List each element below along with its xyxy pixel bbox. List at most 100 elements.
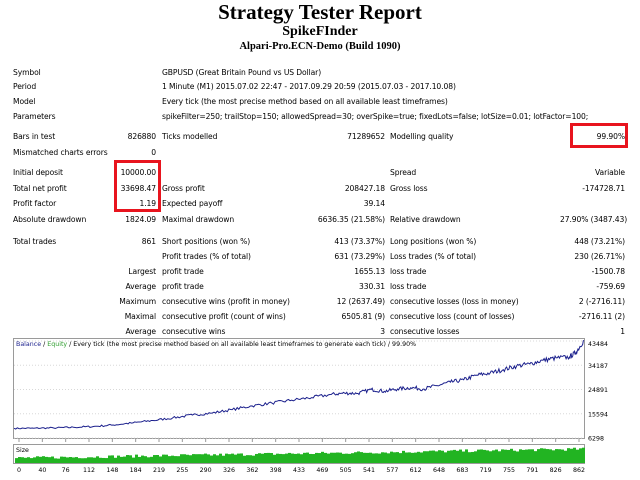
size-bar	[513, 450, 516, 463]
size-bar	[45, 456, 48, 463]
size-bar	[183, 454, 186, 463]
maximal-consecutive-profit-label: consecutive profit (count of wins)	[162, 312, 286, 321]
size-bar	[576, 449, 579, 463]
gross-loss-label: Gross loss	[390, 184, 428, 193]
size-bar	[252, 455, 255, 463]
size-bar	[165, 454, 168, 463]
size-bar	[255, 453, 258, 463]
size-bar	[39, 456, 42, 463]
size-bar	[414, 452, 417, 463]
size-bar	[159, 456, 162, 463]
largest-loss-trade-label: loss trade	[390, 267, 427, 276]
y-tick-label: 34187	[588, 363, 608, 370]
ticks-label: Ticks modelled	[162, 132, 218, 141]
size-bar	[99, 457, 102, 463]
model-value: Every tick (the most precise method base…	[162, 97, 448, 106]
size-bar	[342, 453, 345, 463]
short-positions-value: 413 (73.37%)	[334, 237, 385, 246]
size-bar	[327, 453, 330, 463]
size-bar	[246, 455, 249, 463]
size-bar	[396, 452, 399, 463]
quality-value: 99.90%	[596, 132, 625, 141]
x-tick-label: 362	[246, 467, 258, 474]
x-tick-label: 0	[17, 467, 21, 474]
size-bar	[294, 453, 297, 463]
size-bar	[267, 452, 270, 463]
size-bar	[435, 451, 438, 463]
size-bar	[129, 455, 132, 463]
size-bar	[111, 455, 114, 463]
quality-highlight	[570, 123, 628, 148]
deposit-label: Initial deposit	[13, 168, 63, 177]
profit-factor-value: 1.19	[139, 199, 156, 208]
size-bar	[534, 451, 537, 463]
size-bar	[348, 453, 351, 463]
net-profit-label: Total net profit	[13, 184, 67, 193]
ticks-value: 71289652	[347, 132, 385, 141]
size-bar	[402, 450, 405, 463]
size-bar	[273, 454, 276, 463]
size-bar	[462, 451, 465, 463]
size-bar	[567, 448, 570, 463]
profit-highlight	[114, 160, 161, 212]
avg-consecutive-wins-value: 3	[380, 327, 385, 336]
bars-label: Bars in test	[13, 132, 56, 141]
size-bar	[384, 452, 387, 463]
x-tick-label: 290	[200, 467, 212, 474]
size-bar	[87, 457, 90, 463]
size-bar	[21, 457, 24, 463]
size-bar	[321, 451, 324, 463]
gross-loss-value: -174728.71	[582, 184, 625, 193]
average-loss-trade-value: -759.69	[596, 282, 625, 291]
size-bar	[471, 451, 474, 463]
size-bar	[552, 450, 555, 463]
size-bar	[141, 455, 144, 463]
size-bar	[399, 453, 402, 463]
size-bar	[72, 457, 75, 463]
size-bar	[498, 451, 501, 463]
model-label: Model	[13, 97, 36, 106]
size-bar	[447, 450, 450, 463]
avg-consecutive-losses-label: consecutive losses	[390, 327, 460, 336]
x-tick-label: 76	[62, 467, 70, 474]
size-bar	[57, 458, 60, 463]
size-bar	[420, 452, 423, 463]
size-bar	[75, 457, 78, 463]
size-bar	[192, 454, 195, 463]
size-bar	[48, 457, 51, 463]
avg-consecutive-losses-value: 1	[620, 327, 625, 336]
main-plot-frame	[13, 338, 585, 439]
size-bar	[381, 452, 384, 463]
size-bar	[558, 449, 561, 463]
symbol-label: Symbol	[13, 68, 41, 77]
x-tick-label: 648	[433, 467, 445, 474]
long-positions-value: 448 (73.21%)	[574, 237, 625, 246]
size-bar	[492, 450, 495, 463]
size-bar	[135, 454, 138, 463]
size-bar	[510, 448, 513, 463]
size-bar	[96, 456, 99, 463]
maximal-label: Maximal	[124, 312, 156, 321]
size-bar	[33, 457, 36, 463]
legend-description: / Every tick (the most precise method ba…	[67, 341, 416, 348]
size-bar	[78, 458, 81, 463]
bars-value: 826880	[127, 132, 156, 141]
size-bar	[450, 450, 453, 463]
size-bar	[36, 456, 39, 463]
size-bar	[270, 453, 273, 463]
x-tick-label: 469	[316, 467, 328, 474]
size-bar	[186, 454, 189, 463]
average-profit-trade-value: 330.31	[359, 282, 385, 291]
size-bar	[333, 452, 336, 463]
size-bar	[132, 457, 135, 463]
size-bar	[519, 449, 522, 463]
size-bar	[453, 449, 456, 463]
size-bar	[117, 455, 120, 463]
max-consecutive-wins-label: consecutive wins (profit in money)	[162, 297, 290, 306]
size-bar	[390, 451, 393, 463]
size-bar	[309, 453, 312, 463]
size-bar	[522, 449, 525, 463]
size-bar	[24, 457, 27, 463]
size-bar	[114, 457, 117, 463]
report-title: Strategy Tester Report	[218, 0, 422, 24]
